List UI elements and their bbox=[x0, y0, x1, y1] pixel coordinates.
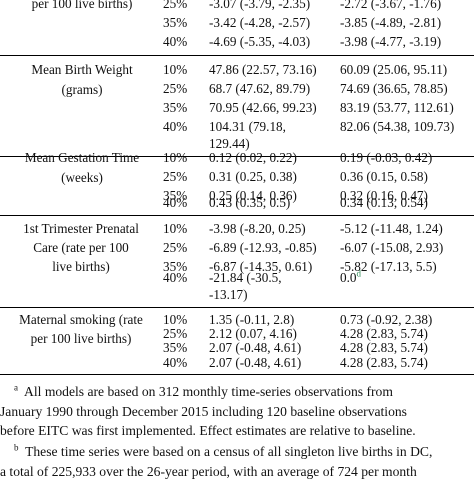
footnote-mark: b bbox=[14, 442, 19, 453]
footnote-marker-d[interactable]: d bbox=[356, 268, 361, 279]
group-divider bbox=[0, 55, 474, 56]
outcome-label: 1st Trimester Prenatal Care (rate per 10… bbox=[23, 221, 139, 274]
outcome-label: Mean Gestation Time (weeks) bbox=[24, 150, 140, 185]
table-bottom-rule bbox=[0, 374, 474, 375]
outcome-label: Mean Birth Weight (grams) bbox=[31, 62, 133, 97]
footnote-a: a All models are based on 312 monthly ti… bbox=[0, 382, 416, 438]
group-divider bbox=[0, 156, 474, 157]
group-divider bbox=[0, 307, 474, 308]
footnote-b: b These time series were based on a cens… bbox=[0, 442, 433, 479]
group-divider bbox=[0, 215, 474, 216]
outcome-label: Maternal smoking (rate per 100 live birt… bbox=[19, 312, 143, 346]
outcome-label: per 100 live births) bbox=[31, 0, 133, 11]
footnote-mark: a bbox=[14, 382, 18, 393]
